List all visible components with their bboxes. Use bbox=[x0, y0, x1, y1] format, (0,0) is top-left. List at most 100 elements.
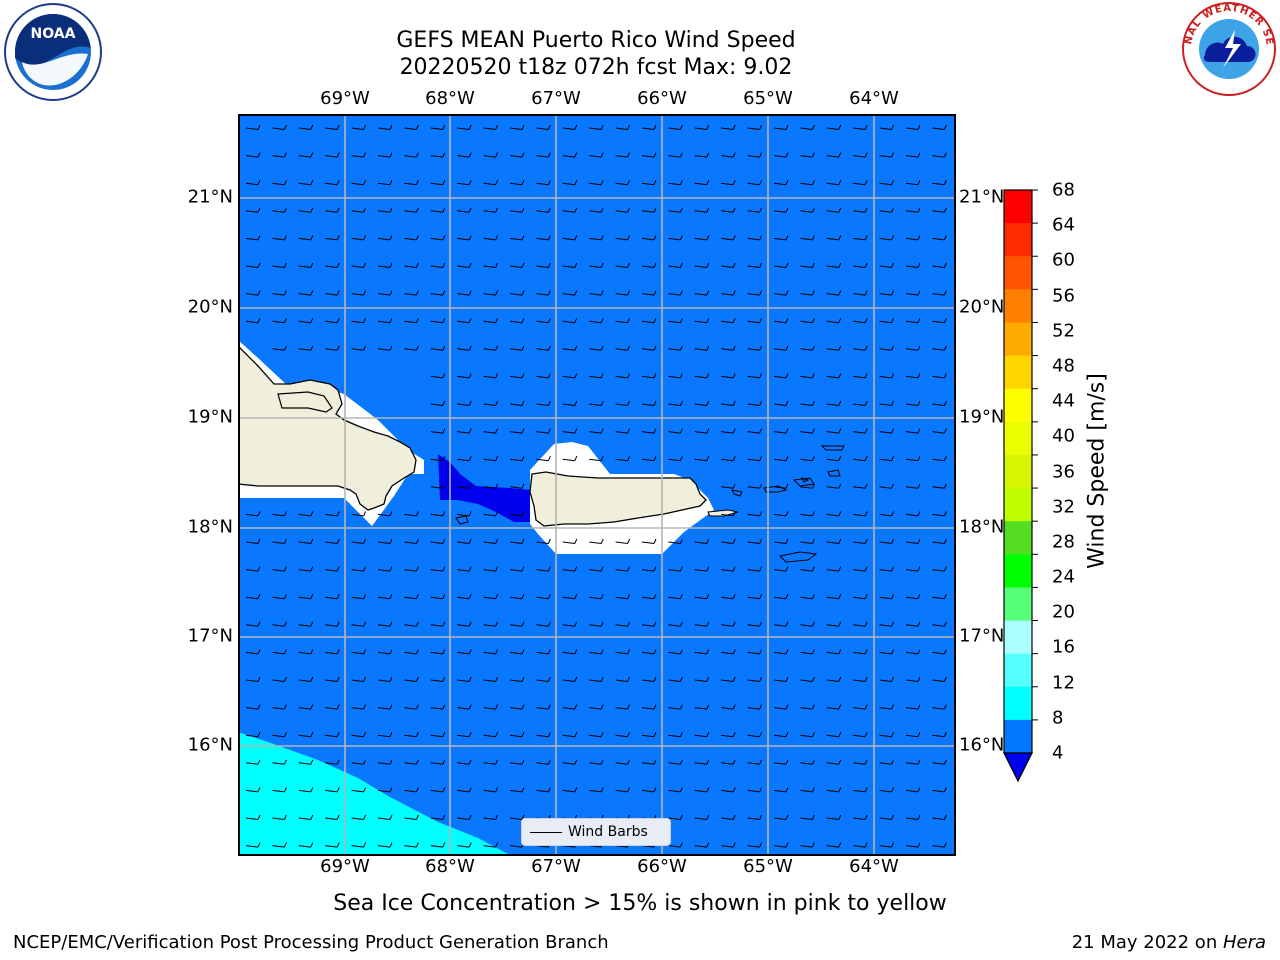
wind-barb bbox=[747, 124, 763, 130]
wind-barb bbox=[800, 704, 815, 710]
wind-barb bbox=[773, 373, 789, 379]
wind-barb bbox=[509, 649, 525, 655]
wind-barb bbox=[932, 290, 947, 296]
wind-barb bbox=[694, 621, 710, 627]
wind-barb bbox=[589, 400, 604, 406]
wind-barb bbox=[298, 759, 314, 765]
wind-barb bbox=[615, 649, 631, 655]
wind-barb bbox=[536, 345, 551, 351]
wind-barb bbox=[668, 124, 683, 130]
wind-barb bbox=[668, 152, 683, 158]
wind-barb bbox=[430, 290, 446, 296]
wind-barb bbox=[800, 814, 815, 820]
wind-barb bbox=[589, 152, 604, 158]
wind-barb bbox=[457, 179, 472, 186]
colorbar-segment bbox=[1004, 190, 1032, 224]
wind-barb bbox=[483, 759, 499, 765]
wind-barb bbox=[272, 235, 287, 241]
wind-barb bbox=[773, 179, 789, 186]
wind-barb bbox=[536, 704, 551, 710]
wind-barb bbox=[272, 842, 287, 848]
wind-barb bbox=[773, 787, 789, 793]
wind-barb bbox=[298, 124, 314, 130]
wind-barb bbox=[932, 179, 947, 186]
wind-barb bbox=[879, 814, 895, 820]
wind-barb bbox=[272, 787, 287, 793]
wind-barb bbox=[272, 538, 287, 544]
wind-barb bbox=[905, 235, 921, 241]
wind-barb bbox=[509, 345, 525, 351]
wind-barb bbox=[879, 373, 895, 379]
wind-barb bbox=[562, 731, 578, 738]
wind-barb bbox=[562, 621, 578, 627]
wind-barb bbox=[589, 676, 604, 682]
lon-tick-top: 64°W bbox=[849, 88, 899, 109]
wind-barb bbox=[457, 290, 472, 296]
wind-barb bbox=[377, 511, 393, 517]
wind-barb bbox=[483, 787, 499, 793]
wind-barb bbox=[668, 373, 683, 379]
wind-barb bbox=[773, 124, 789, 130]
lon-tick-bottom: 68°W bbox=[425, 856, 475, 877]
wind-barb bbox=[826, 152, 842, 158]
wind-barb bbox=[826, 511, 842, 517]
wind-barb bbox=[509, 124, 525, 130]
wind-barb bbox=[879, 483, 895, 489]
wind-barb bbox=[905, 373, 921, 379]
wind-barb bbox=[747, 593, 763, 600]
wind-barb bbox=[853, 152, 868, 158]
wind-barb bbox=[747, 538, 763, 544]
wind-barb bbox=[536, 317, 551, 324]
wind-barb bbox=[905, 179, 921, 186]
wind-barb bbox=[562, 124, 578, 130]
mona-island bbox=[455, 515, 469, 525]
wind-barb bbox=[905, 566, 921, 572]
wind-barb bbox=[773, 593, 789, 600]
colorbar-tick-label: 32 bbox=[1052, 496, 1075, 518]
wind-barb bbox=[853, 290, 868, 296]
wind-barb bbox=[377, 814, 393, 820]
wind-barb bbox=[800, 262, 815, 268]
wind-barb bbox=[905, 400, 921, 406]
wind-barb bbox=[853, 262, 868, 268]
vieques-island bbox=[707, 509, 739, 517]
wind-barb bbox=[826, 345, 842, 351]
wind-barb bbox=[245, 207, 261, 213]
wind-barb bbox=[430, 400, 446, 406]
wind-barb bbox=[694, 373, 710, 379]
wind-barb bbox=[404, 179, 419, 186]
wind-barb bbox=[879, 317, 895, 324]
wind-barb bbox=[351, 235, 367, 241]
wind-barb bbox=[879, 290, 895, 296]
wind-barb bbox=[589, 593, 604, 600]
wind-barb bbox=[853, 483, 868, 489]
lat-tick-right: 17°N bbox=[959, 625, 1005, 647]
wind-barb bbox=[853, 566, 868, 572]
wind-barb bbox=[853, 400, 868, 406]
colorbar-segment bbox=[1004, 653, 1032, 688]
wind-barb bbox=[668, 649, 683, 655]
colorbar-title: Wind Speed [m/s] bbox=[1084, 373, 1110, 569]
wind-barb bbox=[721, 345, 736, 351]
colorbar-tick-label: 52 bbox=[1052, 320, 1075, 342]
wind-barb bbox=[325, 842, 340, 848]
wind-barb bbox=[773, 235, 789, 241]
wind-barb bbox=[536, 179, 551, 186]
wind-barb bbox=[298, 179, 314, 186]
wind-barb bbox=[298, 842, 314, 848]
wind-barb bbox=[457, 538, 472, 544]
lat-tick-right: 16°N bbox=[959, 734, 1005, 756]
colorbar-outline bbox=[1003, 189, 1033, 754]
wind-barb bbox=[721, 262, 736, 268]
wind-barb bbox=[773, 455, 789, 462]
wind-barb bbox=[351, 759, 367, 765]
wind-barb bbox=[377, 235, 393, 241]
wind-barb bbox=[509, 152, 525, 158]
wind-barb bbox=[615, 373, 631, 379]
wind-barb bbox=[615, 787, 631, 793]
wind-barb bbox=[641, 207, 657, 213]
wind-barb bbox=[298, 262, 314, 268]
wind-barb bbox=[483, 511, 499, 517]
wind-barb bbox=[694, 704, 710, 710]
lon-tick-bottom: 69°W bbox=[320, 856, 370, 877]
